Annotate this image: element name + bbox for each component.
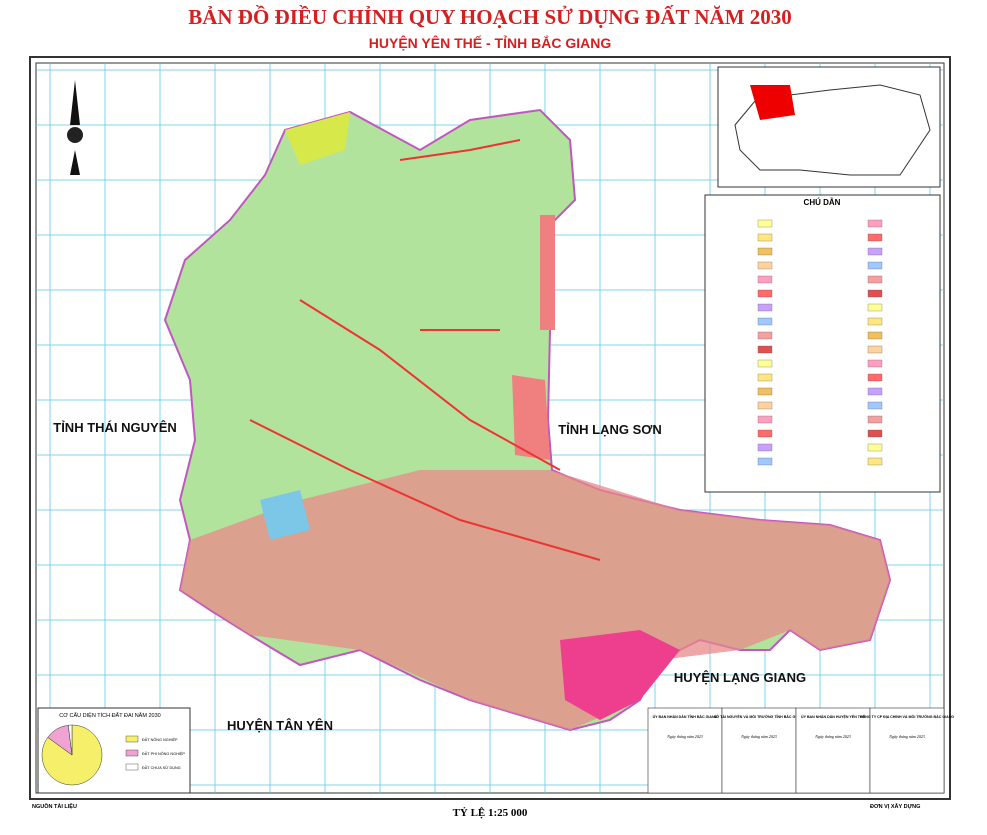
signature-box bbox=[721, 707, 797, 794]
legend-swatch bbox=[757, 303, 773, 312]
region-label: HUYỆN TÂN YÊN bbox=[227, 718, 333, 733]
legend-swatch bbox=[867, 373, 883, 382]
north-arrow bbox=[67, 80, 83, 175]
legend-swatch bbox=[867, 219, 883, 228]
signature-box bbox=[795, 707, 871, 794]
title: BẢN ĐỒ ĐIỀU CHỈNH QUY HOẠCH SỬ DỤNG ĐẤT … bbox=[188, 5, 792, 29]
legend-swatch bbox=[757, 359, 773, 368]
road bbox=[249, 139, 601, 561]
pie-legend-label: ĐẤT NÔNG NGHIỆP bbox=[142, 737, 178, 742]
scale: TỶ LỆ 1:25 000 bbox=[453, 806, 528, 819]
zone bbox=[560, 630, 680, 720]
legend-swatch bbox=[757, 415, 773, 424]
legend-swatch bbox=[757, 457, 773, 466]
region-label: TỈNH LẠNG SƠN bbox=[558, 422, 662, 437]
legend-swatch bbox=[867, 457, 883, 466]
zone bbox=[285, 112, 350, 165]
pie-slice bbox=[67, 724, 73, 756]
legend-swatch bbox=[757, 401, 773, 410]
legend-swatch bbox=[867, 317, 883, 326]
pie-legend-swatch bbox=[125, 763, 139, 771]
legend-swatch bbox=[757, 233, 773, 242]
legend-swatch bbox=[867, 331, 883, 340]
pie-legend-swatch bbox=[125, 735, 139, 743]
inset-district bbox=[750, 85, 795, 120]
zone bbox=[512, 375, 550, 460]
signature-org: ỦY BAN NHÂN DÂN TỈNH BẮC GIANG bbox=[653, 714, 718, 719]
region-label: HUYỆN LẠNG GIANG bbox=[674, 670, 806, 685]
legend-swatch bbox=[757, 317, 773, 326]
legend-swatch bbox=[867, 303, 883, 312]
legend-swatch bbox=[757, 373, 773, 382]
pie: ĐẤT NÔNG NGHIỆP ĐẤT PHI NÔNG NGHIỆP ĐẤT CH… bbox=[41, 724, 185, 786]
legend-swatch bbox=[867, 401, 883, 410]
legend-swatches bbox=[757, 219, 883, 466]
zone bbox=[540, 215, 555, 330]
legend-swatch bbox=[867, 261, 883, 270]
signature-box bbox=[647, 707, 723, 794]
legend-swatch bbox=[867, 289, 883, 298]
legend-swatch bbox=[757, 429, 773, 438]
legend bbox=[704, 194, 941, 493]
signature-date: Ngày tháng năm 2023 bbox=[814, 734, 850, 739]
pie-title: CƠ CẤU DIỆN TÍCH ĐẤT ĐAI NĂM 2030 bbox=[59, 711, 160, 719]
signature-org: SỞ TÀI NGUYÊN VÀ MÔI TRƯỜNG TỈNH BẮC GIA… bbox=[714, 714, 805, 719]
legend-swatch bbox=[757, 275, 773, 284]
legend-swatch bbox=[757, 331, 773, 340]
legend-swatch bbox=[757, 345, 773, 354]
pie-legend-label: ĐẤT PHI NÔNG NGHIỆP bbox=[142, 751, 185, 756]
legend-swatch bbox=[867, 359, 883, 368]
signatures: ỦY BAN NHÂN DÂN TỈNH BẮC GIANG Ngày tháng… bbox=[647, 707, 954, 794]
legend-swatch bbox=[867, 247, 883, 256]
legend-swatch bbox=[757, 289, 773, 298]
zone bbox=[180, 470, 890, 730]
legend-title: CHÚ DẪN bbox=[804, 198, 841, 207]
legend-swatch bbox=[867, 345, 883, 354]
signature-date: Ngày tháng năm 2023 bbox=[666, 734, 702, 739]
legend-swatch bbox=[757, 247, 773, 256]
signature-org: ỦY BAN NHÂN DÂN HUYỆN YÊN THẾ bbox=[801, 714, 866, 719]
pie-legend-swatch bbox=[125, 749, 139, 757]
signature-date: Ngày tháng năm 2023 bbox=[888, 734, 924, 739]
legend-swatch bbox=[757, 387, 773, 396]
pie-legend-label: ĐẤT CHƯA SỬ DỤNG bbox=[142, 765, 181, 770]
source: NGUỒN TÀI LIỆU bbox=[32, 802, 77, 810]
legend-swatch bbox=[867, 429, 883, 438]
region-label: TỈNH THÁI NGUYÊN bbox=[53, 420, 177, 435]
lake bbox=[260, 490, 310, 540]
signature-org: CÔNG TY CP ĐỊA CHÍNH VÀ MÔI TRƯỜNG BẮC G… bbox=[860, 714, 954, 719]
legend-swatch bbox=[757, 219, 773, 228]
legend-swatch bbox=[867, 233, 883, 242]
legend-swatch bbox=[867, 275, 883, 284]
legend-swatch bbox=[757, 261, 773, 270]
subtitle: HUYỆN YÊN THẾ - TỈNH BẮC GIANG bbox=[369, 34, 612, 51]
builder: ĐƠN VỊ XÂY DỰNG bbox=[870, 803, 920, 810]
signature-box bbox=[869, 707, 945, 794]
legend-swatch bbox=[867, 415, 883, 424]
legend-swatch bbox=[867, 443, 883, 452]
legend-swatch bbox=[757, 443, 773, 452]
legend-swatch bbox=[867, 387, 883, 396]
signature-date: Ngày tháng năm 2023 bbox=[740, 734, 776, 739]
